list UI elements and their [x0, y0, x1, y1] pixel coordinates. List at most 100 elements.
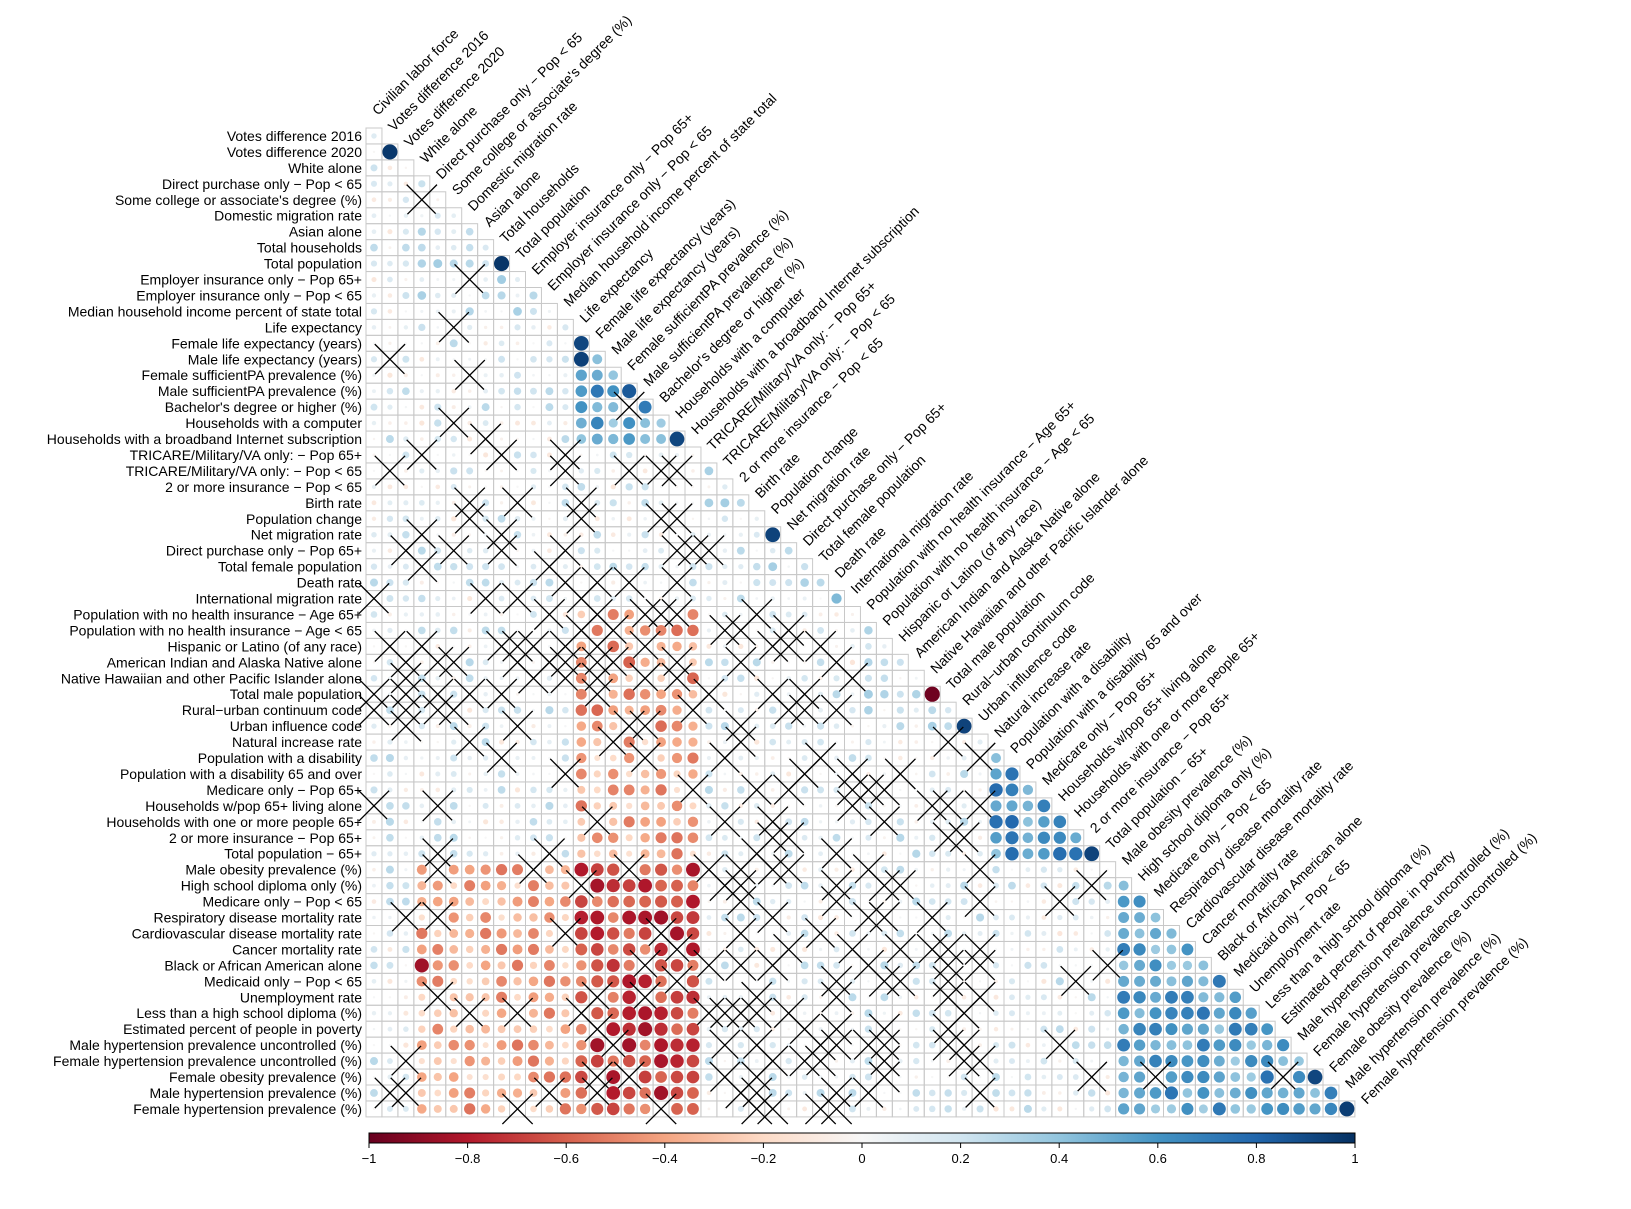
correlation-marker [1056, 1074, 1063, 1081]
correlation-marker [468, 357, 472, 361]
correlation-marker [370, 1089, 378, 1097]
correlation-marker [576, 737, 587, 747]
correlation-marker [530, 451, 537, 459]
correlation-marker [1149, 1054, 1162, 1068]
correlation-marker [562, 324, 569, 331]
nonsignificant-cross [773, 822, 805, 854]
correlation-marker [449, 626, 458, 635]
correlation-marker [388, 996, 392, 999]
correlation-marker [417, 259, 427, 268]
correlation-marker [785, 579, 793, 587]
correlation-marker [625, 563, 633, 570]
correlation-marker [434, 929, 442, 938]
correlation-marker [896, 658, 904, 666]
correlation-marker [466, 850, 473, 857]
correlation-marker [451, 819, 457, 825]
correlation-marker [787, 979, 791, 983]
correlation-marker [639, 688, 651, 700]
correlation-marker [1010, 964, 1014, 967]
correlation-marker [575, 385, 588, 397]
correlation-marker [1042, 947, 1046, 952]
nonsignificant-cross [932, 726, 964, 758]
colorbar-gradient [368, 1132, 1356, 1144]
nonsignificant-cross [485, 742, 518, 774]
correlation-marker [497, 961, 506, 970]
correlation-marker [801, 834, 808, 841]
correlation-marker [1165, 1071, 1178, 1083]
correlation-marker [593, 770, 601, 778]
correlation-marker [686, 1022, 700, 1036]
correlation-marker [606, 958, 620, 972]
correlation-marker [514, 579, 521, 586]
correlation-marker [1057, 930, 1063, 937]
correlation-marker [498, 340, 505, 347]
correlation-marker [562, 387, 569, 395]
correlation-marker [1024, 961, 1032, 969]
correlation-marker [370, 754, 378, 762]
correlation-marker [1009, 994, 1015, 1001]
correlation-marker [591, 433, 603, 445]
correlation-marker [1182, 1088, 1193, 1098]
correlation-marker [560, 1087, 571, 1098]
nonsignificant-cross [916, 790, 948, 822]
correlation-marker [499, 724, 504, 728]
correlation-marker [515, 420, 520, 426]
row-label: Total population − 65+ [224, 846, 362, 862]
correlation-marker [497, 291, 506, 300]
correlation-marker [1198, 960, 1209, 971]
correlation-marker [641, 738, 649, 746]
correlation-marker [1181, 1006, 1194, 1020]
correlation-marker [800, 578, 809, 587]
correlation-marker [880, 658, 889, 667]
correlation-marker [849, 819, 856, 825]
correlation-marker [622, 1086, 636, 1100]
correlation-marker [531, 532, 536, 537]
correlation-marker [883, 708, 886, 712]
correlation-marker [370, 260, 378, 267]
correlation-marker [1166, 976, 1177, 987]
correlation-marker [1117, 1038, 1131, 1052]
correlation-marker [593, 563, 601, 571]
nonsignificant-cross [501, 630, 534, 662]
correlation-marker [1041, 899, 1047, 904]
correlation-marker [531, 803, 536, 809]
correlation-marker [482, 1042, 489, 1049]
correlation-marker [372, 836, 376, 840]
nonsignificant-cross [964, 1077, 996, 1109]
correlation-marker [1008, 881, 1016, 890]
correlation-marker [1073, 1090, 1079, 1096]
correlation-marker [1057, 866, 1063, 873]
correlation-marker [1026, 947, 1030, 952]
correlation-marker [1105, 947, 1110, 952]
correlation-marker [771, 677, 774, 680]
correlation-marker [546, 1025, 553, 1033]
correlation-marker [387, 771, 393, 777]
correlation-marker [607, 927, 620, 940]
correlation-marker [865, 882, 872, 889]
correlation-marker [403, 755, 409, 761]
correlation-marker [452, 581, 455, 584]
correlation-marker [818, 612, 823, 617]
correlation-marker [803, 645, 806, 648]
nonsignificant-cross [390, 662, 422, 694]
correlation-marker [420, 374, 424, 377]
correlation-marker [993, 1026, 999, 1032]
correlation-marker [514, 787, 521, 793]
correlation-marker [834, 820, 839, 824]
correlation-marker [705, 834, 713, 842]
correlation-marker [435, 373, 440, 378]
correlation-marker [435, 245, 441, 250]
correlation-marker [529, 961, 538, 970]
correlation-marker [1213, 1055, 1225, 1067]
correlation-marker [656, 418, 666, 428]
correlation-marker [640, 816, 650, 827]
nonsignificant-cross [549, 455, 581, 487]
correlation-marker [403, 787, 409, 793]
correlation-marker [497, 275, 507, 285]
correlation-marker [1053, 831, 1066, 844]
correlation-marker [1118, 1071, 1129, 1083]
correlation-marker [1040, 962, 1048, 969]
correlation-marker [1118, 1055, 1129, 1067]
correlation-marker [418, 594, 426, 603]
correlation-marker [545, 945, 554, 954]
